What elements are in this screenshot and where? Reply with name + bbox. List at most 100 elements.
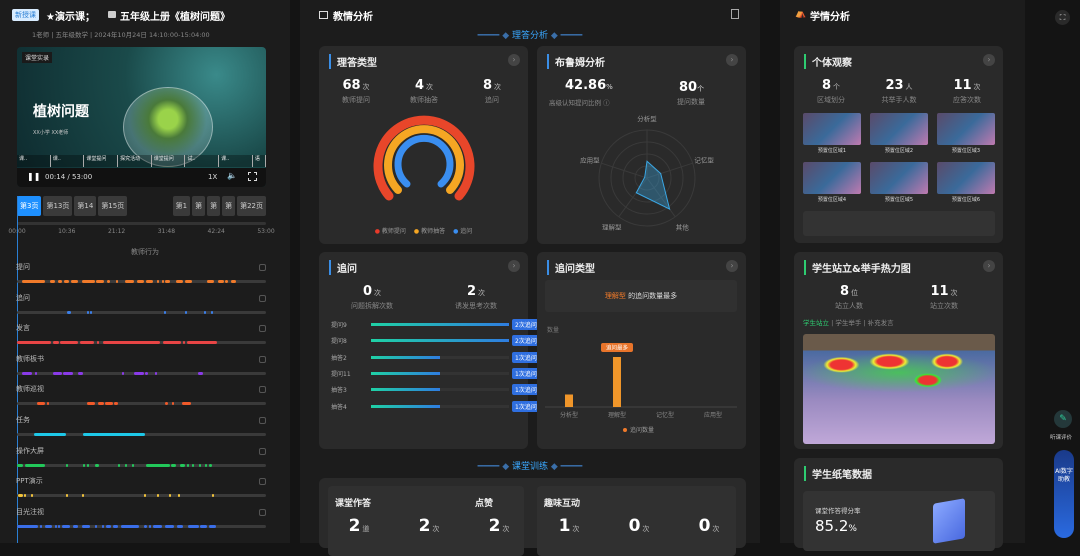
page-tab[interactable]: 第1	[172, 196, 191, 216]
behavior-segment[interactable]	[86, 463, 89, 467]
behavior-segment[interactable]	[52, 371, 62, 375]
chapter-marker[interactable]: 课..	[17, 155, 51, 167]
behavior-segment[interactable]	[218, 280, 224, 283]
behavior-segment[interactable]	[62, 524, 70, 528]
behavior-segment[interactable]	[176, 524, 183, 528]
behavior-segment[interactable]	[118, 463, 120, 467]
behavior-segment[interactable]	[82, 463, 85, 467]
behavior-checkbox[interactable]	[259, 478, 266, 486]
behavior-segment[interactable]	[161, 280, 164, 283]
page-tab[interactable]: 第	[192, 196, 206, 216]
behavior-segment[interactable]	[57, 524, 60, 528]
behavior-segment[interactable]	[114, 402, 118, 406]
behavior-segment[interactable]	[182, 402, 191, 406]
behavior-segment[interactable]	[144, 494, 147, 498]
behavior-segment[interactable]	[81, 524, 91, 528]
behavior-segment[interactable]	[209, 463, 212, 467]
behavior-segment[interactable]	[185, 280, 192, 283]
behavior-segment[interactable]	[143, 524, 147, 528]
more-button[interactable]: ›	[726, 54, 738, 66]
behavior-segment[interactable]	[63, 280, 69, 283]
behavior-segment[interactable]	[94, 524, 97, 528]
behavior-segment[interactable]	[71, 280, 79, 283]
behavior-segment[interactable]	[81, 280, 95, 283]
behavior-segment[interactable]	[31, 494, 34, 498]
more-button[interactable]: ›	[726, 260, 738, 272]
behavior-segment[interactable]	[72, 524, 79, 528]
behavior-segment[interactable]	[164, 310, 167, 314]
behavior-segment[interactable]	[200, 524, 208, 528]
behavior-segment[interactable]	[96, 341, 99, 345]
behavior-segment[interactable]	[164, 524, 174, 528]
behavior-segment[interactable]	[65, 463, 68, 467]
behavior-segment[interactable]	[94, 463, 100, 467]
behavior-segment[interactable]	[199, 463, 202, 467]
behavior-segment[interactable]	[162, 341, 182, 345]
behavior-segment[interactable]	[34, 371, 38, 375]
behavior-checkbox[interactable]	[259, 447, 266, 455]
behavior-segment[interactable]	[113, 524, 118, 528]
behavior-segment[interactable]	[192, 463, 195, 467]
behavior-segment[interactable]	[80, 341, 95, 345]
behavior-segment[interactable]	[102, 341, 161, 345]
tab-speak[interactable]: 补充发言	[867, 319, 894, 327]
behavior-checkbox[interactable]	[259, 508, 266, 516]
area-thumbnail[interactable]	[870, 113, 928, 145]
behavior-segment[interactable]	[198, 371, 203, 375]
behavior-segment[interactable]	[21, 280, 46, 283]
behavior-segment[interactable]	[178, 494, 181, 498]
behavior-segment[interactable]	[49, 280, 55, 283]
area-thumbnail[interactable]	[870, 162, 928, 194]
behavior-segment[interactable]	[230, 280, 237, 283]
behavior-segment[interactable]	[44, 524, 53, 528]
behavior-segment[interactable]	[37, 402, 46, 406]
behavior-segment[interactable]	[156, 494, 160, 498]
behavior-segment[interactable]	[121, 371, 124, 375]
behavior-checkbox[interactable]	[259, 417, 266, 424]
behavior-segment[interactable]	[172, 402, 175, 406]
behavior-segment[interactable]	[95, 280, 104, 283]
behavior-segment[interactable]	[65, 494, 68, 498]
behavior-segment[interactable]	[21, 371, 33, 375]
behavior-segment[interactable]	[132, 463, 135, 467]
behavior-segment[interactable]	[153, 524, 162, 528]
behavior-segment[interactable]	[154, 371, 157, 375]
behavior-checkbox[interactable]	[259, 294, 266, 302]
behavior-segment[interactable]	[125, 280, 135, 283]
page-tab[interactable]: 第15页	[98, 196, 128, 216]
behavior-segment[interactable]	[145, 463, 170, 467]
behavior-segment[interactable]	[63, 371, 74, 375]
behavior-segment[interactable]	[204, 310, 207, 314]
behavior-segment[interactable]	[107, 280, 111, 283]
behavior-segment[interactable]	[207, 280, 215, 283]
layout-toggle-icon[interactable]	[731, 9, 739, 19]
behavior-segment[interactable]	[105, 402, 114, 406]
ai-assistant-button[interactable]: AI数字助教	[1054, 450, 1074, 538]
behavior-checkbox[interactable]	[259, 386, 266, 394]
behavior-segment[interactable]	[40, 524, 43, 528]
fullscreen-icon[interactable]	[248, 172, 257, 181]
behavior-segment[interactable]	[188, 524, 199, 528]
behavior-segment[interactable]	[182, 341, 185, 345]
behavior-segment[interactable]	[67, 310, 71, 314]
behavior-segment[interactable]	[54, 524, 57, 528]
chapter-marker[interactable]: 课..	[51, 155, 85, 167]
chapter-marker[interactable]: 语	[253, 155, 266, 167]
behavior-segment[interactable]	[81, 494, 84, 498]
behavior-segment[interactable]	[17, 494, 23, 498]
behavior-segment[interactable]	[115, 280, 118, 283]
behavior-segment[interactable]	[187, 341, 218, 345]
behavior-segment[interactable]	[89, 310, 92, 314]
behavior-segment[interactable]	[25, 463, 46, 467]
chapter-marker[interactable]: 探究活动	[118, 155, 152, 167]
behavior-segment[interactable]	[144, 371, 148, 375]
behavior-segment[interactable]	[136, 280, 144, 283]
behavior-segment[interactable]	[208, 524, 216, 528]
page-tab[interactable]: 第13页	[43, 196, 73, 216]
behavior-segment[interactable]	[124, 463, 127, 467]
more-button[interactable]: ›	[508, 54, 520, 66]
speed-button[interactable]: 1X	[208, 173, 218, 181]
behavior-segment[interactable]	[211, 494, 214, 498]
video-player[interactable]: 课堂实录 植树问题 XX小学 XX老师 课.. 课.. 课堂提问 探究活动 课堂提问 试.…	[17, 47, 266, 187]
behavior-segment[interactable]	[78, 371, 83, 375]
